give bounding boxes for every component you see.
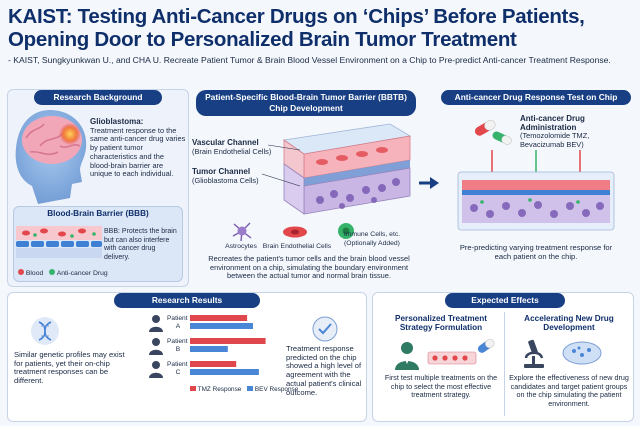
chip-tray-icon [427, 351, 477, 365]
results-left-text: Similar genetic profiles may exist for p… [14, 350, 125, 386]
bbtb-chip-illustration [282, 123, 412, 215]
glioblastoma-block: Glioblastoma: Treatment response to the … [90, 117, 186, 179]
vascular-title: Vascular Channel [192, 138, 259, 147]
glioblastoma-title: Glioblastoma: [90, 117, 144, 126]
legend-drug-swatch [49, 269, 56, 275]
legend-tmz-label: TMZ Response [197, 386, 242, 393]
legend-blood-swatch [18, 269, 24, 275]
chip-development-pill: Patient-Specific Blood-Brain Tumor Barri… [196, 90, 416, 116]
tumor-title: Tumor Channel [192, 167, 251, 176]
endothelial-cell-icon [283, 226, 307, 238]
bbb-title: Blood-Brain Barrier (BBB) [47, 209, 149, 218]
legend-blood-label: Blood [25, 270, 44, 277]
immune-cell-icon [338, 223, 354, 239]
legend-bev-label: BEV Response [254, 386, 299, 393]
vascular-sub: (Brain Endothelial Cells) [192, 146, 272, 156]
results-legend: TMZ Response BEV Response [190, 386, 298, 393]
arrow-right-icon [419, 177, 439, 189]
admin-drugs-1: (Temozolomide TMZ, [520, 131, 590, 141]
vascular-label: Vascular Channel (Brain Endothelial Cell… [192, 138, 282, 156]
petri-dish-icon [562, 341, 602, 365]
patient-c-label: Patient C [167, 361, 189, 377]
legend-tmz-swatch [190, 386, 196, 391]
tumor-label: Tumor Channel (Glioblastoma Cells) [192, 167, 282, 185]
pill-icon [474, 119, 512, 145]
chip-pill-line-2: Chip Development [269, 103, 343, 113]
drug-dev-text: Explore the effectiveness of new drug ca… [509, 373, 629, 409]
bar-bev-patient-b [190, 346, 228, 352]
microscope-icon [524, 339, 544, 368]
expected-effects-panel [372, 292, 634, 422]
small-pill-icon [477, 338, 495, 353]
page-title: KAIST: Testing Anti-Cancer Drugs on ‘Chi… [8, 5, 634, 51]
bar-bev-patient-c [190, 369, 259, 375]
admin-title-2: Administration [520, 122, 577, 132]
drug-dev-title: Accelerating New Drug Development [508, 314, 630, 333]
endothelial-label: Brain Endothelial Cells [262, 243, 332, 250]
immune-label: Immune Cells, etc. (Optionally Added) [330, 231, 414, 248]
patient-b-label: Patient B [167, 338, 189, 354]
admin-title-1: Anti-cancer Drug [520, 114, 585, 123]
personal-text: First test multiple treatments on the ch… [384, 373, 498, 400]
patient-b-letter: B [175, 346, 181, 353]
response-caption: Pre-predicting varying treatment respons… [459, 243, 613, 261]
bar-tmz-patient-c [190, 361, 237, 367]
response-test-pill: Anti-cancer Drug Response Test on Chip [441, 90, 631, 105]
immune-line-1: Immune Cells, etc. [343, 231, 401, 238]
legend-bev-swatch [247, 386, 254, 391]
bar-bev-patient-a [190, 323, 253, 329]
admin-drugs-2: Bevacizumab BEV) [520, 140, 584, 150]
glioblastoma-text: Treatment response to the same anti-canc… [90, 125, 186, 179]
title-line-2: Opening Door to Personalized Brain Tumor… [8, 28, 517, 51]
subtitle: - KAIST, Sungkyunkwan U., and CHA U. Rec… [8, 55, 611, 65]
checkmark-icon [312, 316, 338, 342]
personal-title: Personalized Treatment Strategy Formulat… [380, 314, 502, 333]
patient-c-letter: C [175, 369, 181, 376]
drug-admin-block: Anti-cancer Drug Administration (Temozol… [520, 114, 630, 150]
doctor-icon [395, 342, 419, 370]
bbb-illustration [16, 226, 102, 258]
dna-icon [31, 317, 59, 345]
chip-pill-line-1: Patient-Specific Blood-Brain Tumor Barri… [205, 92, 407, 102]
patient-a-word: Patient [167, 315, 188, 322]
expected-effects-pill: Expected Effects [445, 293, 565, 308]
patient-a-label: Patient A [167, 315, 189, 331]
legend-drug-label: Anti-cancer Drug [56, 270, 108, 277]
results-right-text: Treatment response predicted on the chip… [286, 344, 362, 397]
personal-title-1: Personalized Treatment [395, 314, 487, 323]
bar-tmz-patient-b [190, 338, 266, 344]
patient-icon [149, 315, 163, 332]
patient-b-word: Patient [167, 338, 188, 345]
research-results-pill: Research Results [114, 293, 260, 308]
tumor-sub: (Glioblastoma Cells) [192, 175, 259, 185]
drug-dev-title-1: Accelerating New Drug [524, 314, 614, 323]
immune-line-2: (Optionally Added) [344, 239, 400, 247]
drug-dev-title-2: Development [543, 323, 595, 333]
patient-icon [149, 361, 163, 378]
astrocyte-icon [232, 222, 252, 242]
bar-tmz-patient-a [190, 315, 248, 321]
title-line-1: KAIST: Testing Anti-Cancer Drugs on ‘Chi… [8, 5, 585, 28]
bbb-legend: Blood Anti-cancer Drug [18, 269, 108, 277]
astrocytes-label: Astrocytes [225, 243, 257, 250]
bbb-text: BBB: Protects the brain but can also int… [104, 228, 177, 262]
personal-title-2: Strategy Formulation [399, 323, 483, 333]
brain-head-icon [15, 110, 87, 204]
patient-a-letter: A [175, 323, 181, 330]
effects-divider [504, 312, 505, 416]
results-bar-chart [190, 315, 266, 375]
chip-caption: Recreates the patient's tumor cells and … [208, 254, 410, 281]
response-chip-illustration [457, 150, 615, 231]
research-results-panel [7, 292, 367, 422]
patient-c-word: Patient [167, 361, 188, 368]
patient-icon [149, 338, 163, 355]
research-background-pill: Research Background [34, 90, 162, 105]
